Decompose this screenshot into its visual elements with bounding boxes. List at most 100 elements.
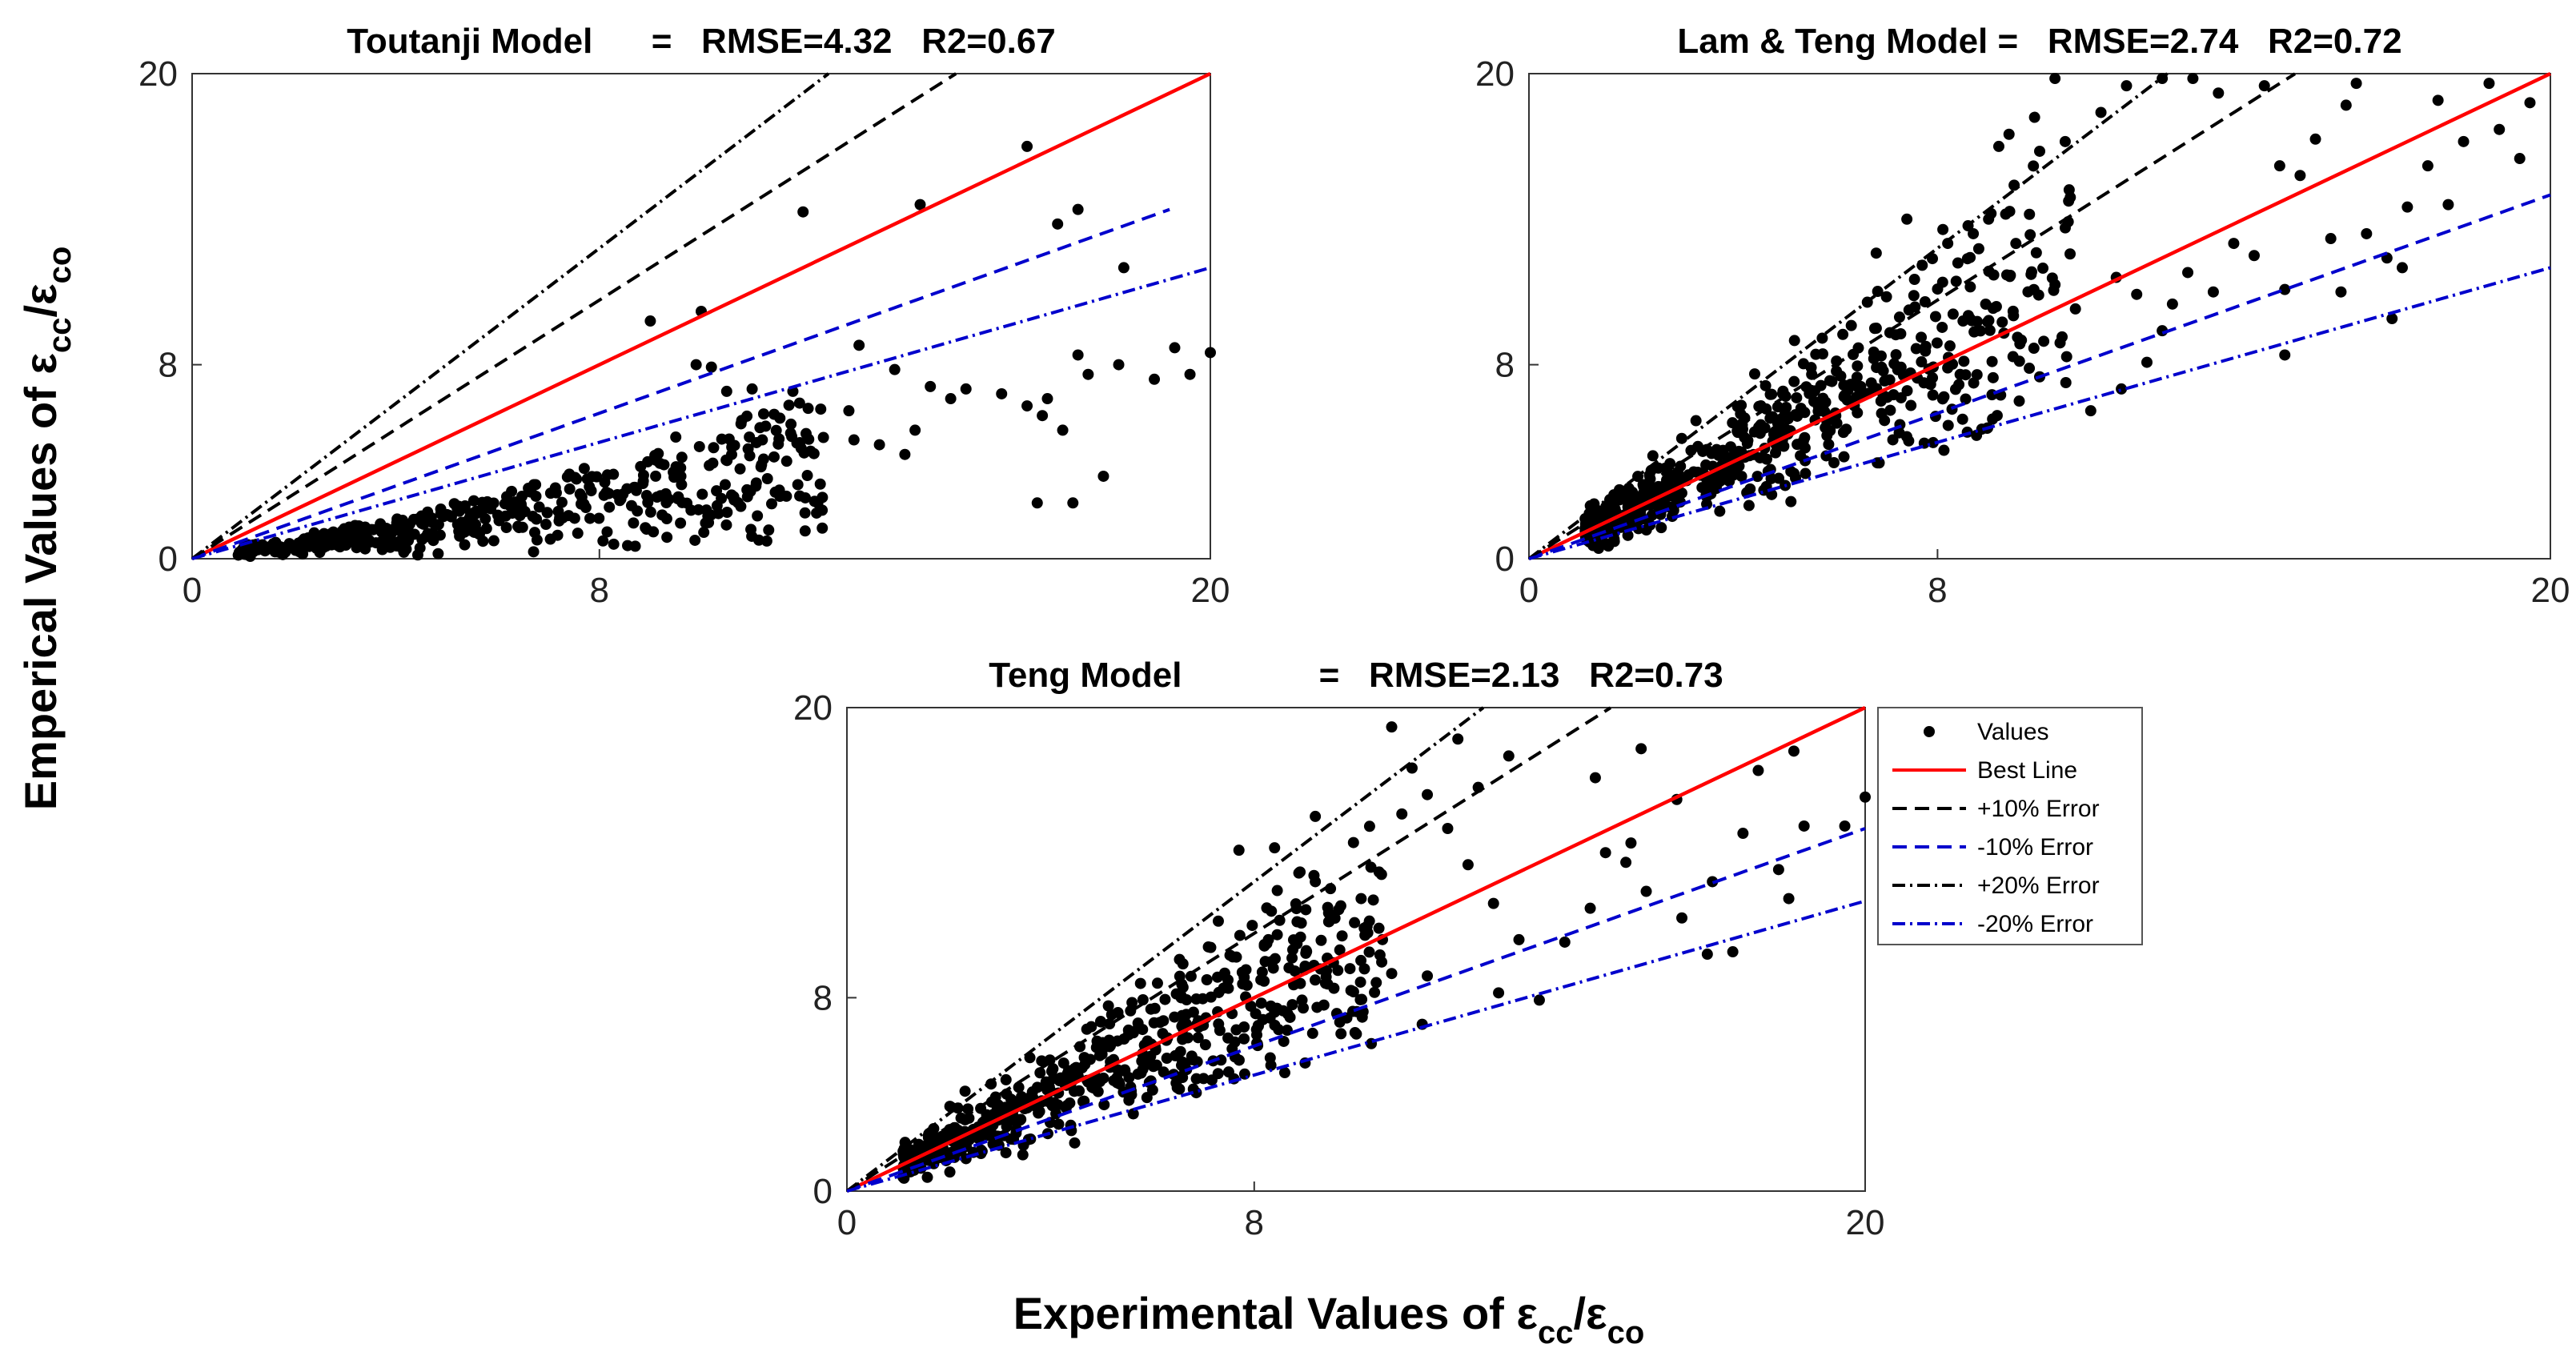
data-point [761,473,773,485]
data-point [2038,335,2050,347]
data-point [1903,304,1915,316]
data-point [800,427,812,439]
data-point [1635,743,1647,755]
y-tick-label: 0 [158,540,178,579]
data-point [698,527,710,539]
data-point [1169,342,1181,354]
data-point [1964,281,1976,293]
data-point [1267,962,1279,974]
data-point [1271,929,1283,941]
data-point [1184,368,1196,380]
data-point [1113,1078,1125,1090]
data-point [1069,1137,1081,1149]
panel-toutanji: Toutanji Model = RMSE=4.32 R2=0.67 0 8 20 0… [138,22,1230,610]
y-axis-label-main: Emperical Values of ε [15,353,66,810]
data-point [1839,820,1851,832]
data-point [1117,262,1130,274]
data-point [1792,439,1804,451]
data-point [2037,263,2049,275]
data-point [1890,329,1902,341]
data-point [1369,986,1381,998]
data-point [1238,1033,1250,1045]
data-point [500,522,512,534]
data-point [1879,415,1891,427]
data-point [1996,316,2008,328]
data-point [1082,368,1094,380]
data-point [1237,978,1249,990]
data-point [359,524,371,536]
data-point [705,361,717,373]
data-point [1322,978,1334,990]
y-tick-label: 8 [1495,346,1515,385]
data-point [1373,922,1385,934]
data-point [1916,356,1928,368]
data-point [2248,250,2260,262]
data-point [1890,349,1902,361]
data-point [1871,362,1883,374]
data-point [1944,340,1956,352]
data-point [2008,310,2020,322]
data-point [435,503,447,515]
data-point [379,523,391,535]
data-point [1931,337,1943,349]
data-point [1104,1018,1116,1030]
data-point [1851,371,1863,383]
data-point [1788,745,1800,757]
data-point [1112,1006,1124,1018]
data-point [1041,393,1053,405]
data-point [2008,179,2020,191]
data-point [2273,160,2285,172]
data-point [1749,368,1761,380]
data-point [2335,286,2347,298]
data-point [914,199,926,211]
data-point [2187,73,2199,85]
data-point [1772,401,1784,413]
data-point [732,496,744,508]
data-point [1984,324,1996,336]
data-point [1735,407,1747,419]
data-point [2386,313,2398,325]
data-point [2063,195,2075,207]
data-point [1908,274,1920,286]
data-point [1315,934,1327,946]
data-point [1218,967,1230,979]
data-point [556,496,568,508]
data-point [1584,902,1596,914]
data-point [1072,349,1084,361]
data-point [1927,389,1939,401]
data-point [1036,1055,1048,1067]
data-point [1354,993,1366,1005]
data-point [744,450,756,462]
data-point [1685,444,1697,456]
data-point [1845,319,1857,331]
data-point [996,387,1008,399]
data-point [2059,135,2071,147]
data-point [1675,460,1687,472]
data-point [1335,1028,1347,1040]
data-point [635,460,647,472]
data-point [716,433,728,445]
data-point [1271,885,1283,897]
data-point [1589,772,1601,784]
x-axis-label-sub2: co [1607,1315,1645,1350]
ref-line-10-error [191,207,1170,560]
data-point [2350,78,2362,90]
data-point [773,433,785,445]
data-point [1687,466,1699,478]
data-point [1884,404,1896,416]
x-tick-label: 20 [1191,571,1230,610]
data-point [794,490,806,502]
data-point [2025,268,2037,280]
data-point [1992,140,2004,152]
data-point [811,507,823,519]
data-point [2207,286,2219,298]
data-point [1493,987,1505,999]
legend-marker-values [1924,726,1935,737]
data-point [584,512,596,524]
data-point [746,383,758,395]
y-tick-label: 0 [1495,540,1515,579]
data-point [1053,1118,1065,1130]
data-point [1347,986,1359,998]
data-point [921,1171,933,1183]
data-point [693,440,705,452]
